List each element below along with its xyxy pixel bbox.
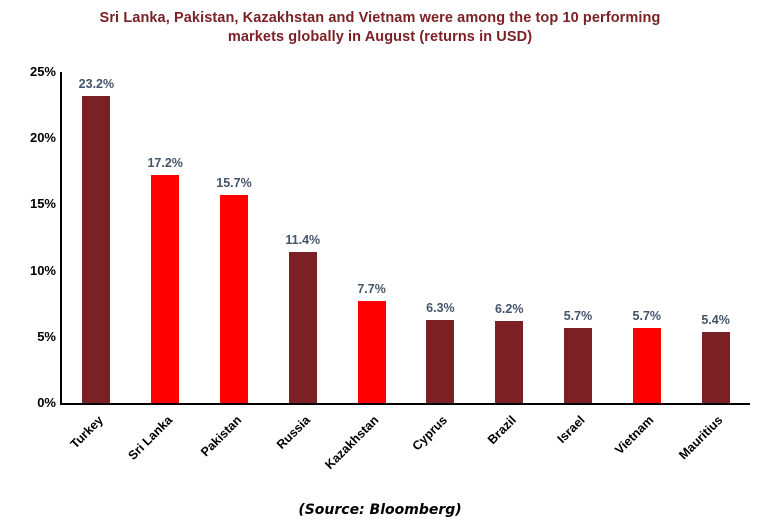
bar-slot: 11.4% Russia: [268, 72, 337, 452]
bar-slot: 23.2% Turkey: [62, 72, 131, 451]
bar-value-label-pakistan: 15.7%: [216, 176, 252, 191]
bar-slot: 17.2% Sri Lanka: [125, 72, 200, 462]
y-axis-tick: 25%: [29, 64, 56, 79]
x-axis-label-cyprus: Cyprus: [409, 413, 451, 454]
x-axis-label-kazakhstan: Kazakhstan: [322, 413, 382, 473]
y-axis-tick: 5%: [37, 328, 56, 344]
bar-value-label-turkey: 23.2%: [78, 76, 115, 91]
x-axis-label-mauritius: Mauritius: [676, 413, 726, 463]
x-axis-label-turkey: Turkey: [68, 413, 107, 452]
bar-israel: [563, 327, 592, 403]
bar-value-label-israel: 5.7%: [563, 308, 593, 323]
chart-title-line2: markets globally in August (returns in U…: [227, 29, 533, 45]
bar-value-label-vietnam: 5.7%: [632, 308, 662, 323]
bar-russia: [288, 252, 317, 403]
bar-value-label-russia: 11.4%: [285, 233, 321, 248]
x-axis-label-brazil: Brazil: [485, 413, 520, 447]
x-axis-label-israel: Israel: [554, 413, 588, 447]
x-axis-label-russia: Russia: [273, 413, 313, 452]
bar-slot: 6.3% Cyprus: [406, 72, 475, 454]
y-axis-tick: 20%: [29, 130, 56, 146]
bar-slot: 5.7% Vietnam: [612, 72, 681, 458]
bar-value-label-brazil: 6.2%: [494, 301, 524, 316]
plot-area: 0% 5% 10% 15% 20% 25% 23.2% Turkey 17.2% Sri Lank…: [30, 64, 750, 472]
bar-slot: 6.2% Brazil: [475, 72, 544, 447]
bar-kazakhstan: [357, 301, 386, 403]
bar-slot: 15.7% Pakistan: [198, 72, 269, 459]
bar-sri-lanka: [151, 175, 180, 403]
y-axis-tick: 15%: [29, 196, 56, 212]
bar-cyprus: [426, 319, 455, 403]
bar-value-label-kazakhstan: 7.7%: [357, 282, 386, 297]
chart-title-line1: Sri Lanka, Pakistan, Kazakhstan and Viet…: [99, 10, 661, 26]
bar-value-label-mauritius: 5.4%: [701, 312, 730, 327]
y-axis-tick: 0%: [37, 395, 56, 410]
bar-slot: 5.7% Israel: [544, 72, 613, 446]
bar-vietnam: [632, 327, 661, 403]
bar-mauritius: [701, 331, 730, 403]
bar-value-label-sri-lanka: 17.2%: [147, 156, 183, 171]
chart-title: Sri Lanka, Pakistan, Kazakhstan and Viet…: [0, 9, 760, 47]
x-axis-label-pakistan: Pakistan: [197, 413, 244, 460]
bar-brazil: [495, 320, 524, 403]
y-axis-tick: 10%: [29, 262, 56, 278]
bar-slot: 7.7% Kazakhstan: [322, 72, 406, 472]
bar-slot: 5.4% Mauritius: [676, 72, 750, 463]
bar-turkey: [82, 95, 111, 403]
source-note: (Source: Bloomberg): [298, 502, 462, 518]
bar-pakistan: [219, 195, 248, 403]
x-axis-label-vietnam: Vietnam: [612, 413, 657, 458]
x-axis-label-sri-lanka: Sri Lanka: [125, 413, 176, 463]
bar-value-label-cyprus: 6.3%: [426, 300, 455, 315]
